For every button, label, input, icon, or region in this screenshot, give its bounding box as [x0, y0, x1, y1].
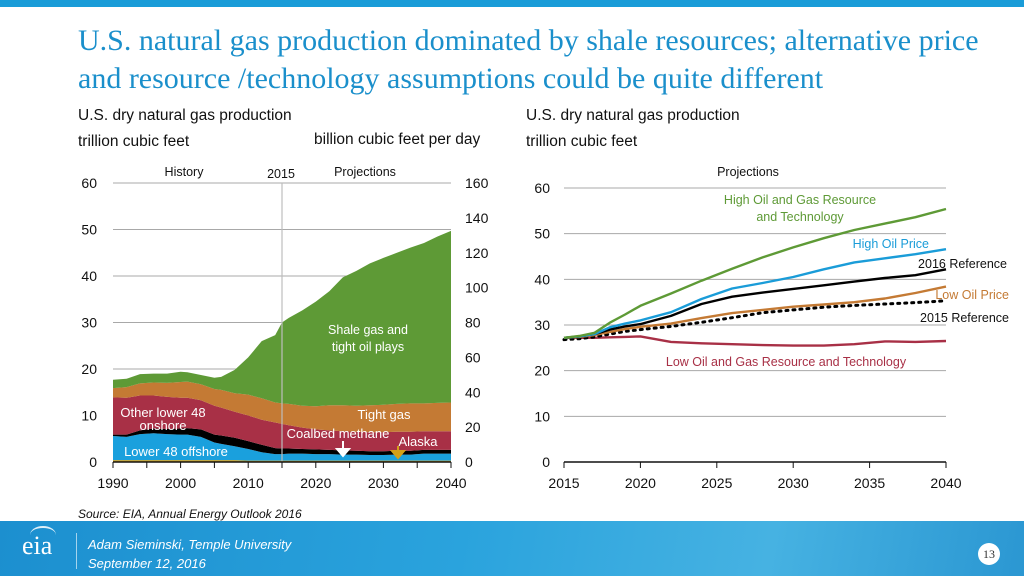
- right-x-tick-label: 2020: [625, 475, 656, 491]
- right-series-lines: [562, 207, 948, 347]
- right-projections-label: Projections: [717, 165, 779, 179]
- eia-logo-arc-icon: [30, 526, 56, 544]
- right-y-tick-label: 20: [534, 363, 550, 379]
- left-x-tick-label: 2030: [368, 475, 399, 491]
- top-accent-bar: [0, 0, 1024, 7]
- eia-logo: eia: [22, 531, 53, 560]
- footer-presenter: Adam Sieminski, Temple University: [88, 537, 292, 552]
- left-y2-tick-label: 160: [465, 175, 489, 191]
- left-y2-tick-label: 40: [465, 384, 481, 400]
- left-y2-tick-label: 0: [465, 454, 473, 470]
- label-other-lower48: Other lower 48 onshore: [120, 405, 205, 433]
- line-low-oil-and-gas-resource-and-technology: [564, 335, 947, 347]
- label-alaska: Alaska: [398, 434, 438, 449]
- page-number: 13: [978, 543, 1000, 565]
- left-y-tick-label: 50: [81, 222, 97, 238]
- left-y-tick-label: 30: [81, 315, 97, 331]
- right-chart-unit: trillion cubic feet: [526, 133, 638, 150]
- label-high-resource: High Oil and Gas Resource and Technology: [724, 193, 876, 224]
- label-low-oil-price: Low Oil Price: [935, 288, 1009, 302]
- label-lower48-offshore: Lower 48 offshore: [124, 444, 228, 459]
- alaska-arrow-icon: [389, 446, 407, 460]
- left-x-tick-label: 2020: [300, 475, 331, 491]
- right-x-tick-label: 2035: [854, 475, 885, 491]
- right-x-tick-label: 2015: [548, 475, 579, 491]
- right-y-tick-label: 50: [534, 226, 550, 242]
- line-low-oil-price: [563, 285, 947, 339]
- left-x-tick-label: 1990: [97, 475, 128, 491]
- history-label: History: [165, 165, 205, 179]
- coalbed-arrow-icon: [334, 441, 352, 458]
- label-other-line1: Other lower 48: [120, 405, 205, 420]
- footer-bar: [0, 521, 1024, 576]
- right-y-tick-label: 30: [534, 317, 550, 333]
- left-chart-title: U.S. dry natural gas production: [78, 107, 292, 124]
- left-y-tick-label: 10: [81, 408, 97, 424]
- right-x-tick-label: 2040: [930, 475, 961, 491]
- right-y-tick-label: 40: [534, 271, 550, 287]
- left-chart-unit: trillion cubic feet: [78, 133, 190, 150]
- label-2016-reference: 2016 Reference: [918, 257, 1007, 271]
- left-x-tick-label: 2010: [233, 475, 264, 491]
- label-high-resource-line1: High Oil and Gas Resource: [724, 193, 876, 207]
- year-2015-label: 2015: [267, 167, 295, 181]
- label-low-resource: Low Oil and Gas Resource and Technology: [666, 355, 907, 369]
- label-high-oil-price: High Oil Price: [853, 237, 929, 251]
- right-x-tick-label: 2030: [778, 475, 809, 491]
- right-axes: [563, 461, 947, 468]
- label-coalbed-methane: Coalbed methane: [287, 426, 390, 441]
- label-other-line2: onshore: [140, 418, 187, 433]
- left-y2-tick-label: 60: [465, 349, 481, 365]
- left-x-tick-label: 2000: [165, 475, 196, 491]
- right-y-tick-label: 60: [534, 180, 550, 196]
- left-y2-tick-label: 120: [465, 245, 489, 261]
- left-y2-tick-label: 140: [465, 210, 489, 226]
- left-y-tick-label: 40: [81, 268, 97, 284]
- label-high-resource-line2: and Technology: [756, 210, 844, 224]
- line-high-oil-price: [563, 248, 947, 339]
- slide-title: U.S. natural gas production dominated by…: [78, 24, 979, 95]
- line-2015-reference: [562, 299, 948, 342]
- area-shale-gas-and-tight-oil-plays: [113, 230, 451, 407]
- right-chart-title: U.S. dry natural gas production: [526, 107, 740, 124]
- right-x-tick-label: 2025: [701, 475, 732, 491]
- label-shale-gas: Shale gas and tight oil plays: [328, 323, 408, 354]
- label-shale-line2: tight oil plays: [332, 340, 404, 354]
- footer-date: September 12, 2016: [88, 556, 206, 571]
- area-lower-48-offshore: [113, 433, 451, 461]
- label-tight-gas: Tight gas: [358, 407, 411, 422]
- label-shale-line1: Shale gas and: [328, 323, 408, 337]
- left-y2-tick-label: 80: [465, 315, 481, 331]
- left-chart-right-axis-unit: billion cubic feet per day: [314, 131, 481, 148]
- projections-label: Projections: [334, 165, 396, 179]
- area-coalbed-methane: [113, 428, 451, 455]
- left-y-tick-label: 60: [81, 175, 97, 191]
- right-y-tick-label: 10: [534, 408, 550, 424]
- left-x-tick-label: 2040: [435, 475, 466, 491]
- right-y-tick-label: 0: [542, 454, 550, 470]
- area-other-lower-48-onshore: [113, 395, 451, 452]
- left-axes: [112, 183, 452, 468]
- footer-divider: [76, 533, 77, 569]
- label-2015-reference: 2015 Reference: [920, 311, 1009, 325]
- line-high-oil-and-gas-resource-and-technology: [563, 207, 947, 339]
- source-note: Source: EIA, Annual Energy Outlook 2016: [78, 507, 302, 521]
- left-y2-tick-label: 100: [465, 280, 489, 296]
- left-y-tick-label: 0: [89, 454, 97, 470]
- left-y-tick-label: 20: [81, 361, 97, 377]
- left-y2-tick-label: 20: [465, 419, 481, 435]
